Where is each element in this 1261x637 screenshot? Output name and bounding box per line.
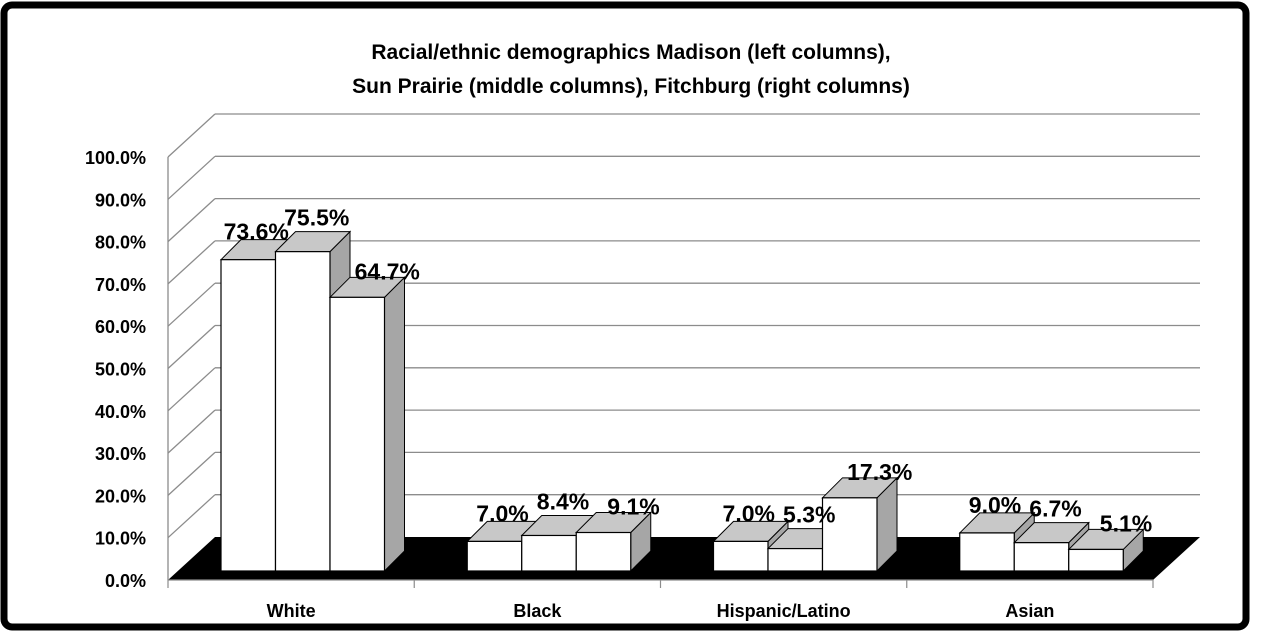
bar <box>328 276 406 573</box>
data-label: 5.3% <box>783 502 835 528</box>
bar-front-face <box>821 497 878 572</box>
chart-floor <box>168 537 1200 580</box>
data-label: 8.4% <box>537 488 589 514</box>
bar-front-face <box>274 251 331 572</box>
bar-front-face <box>329 296 386 572</box>
data-label: 7.0% <box>476 500 528 526</box>
gridline-diagonal <box>167 198 216 243</box>
bar-front-face <box>466 540 523 572</box>
bar-side-face <box>384 276 405 573</box>
data-label: 17.3% <box>847 459 912 485</box>
y-tick-label: 20.0% <box>95 486 146 506</box>
data-label: 7.0% <box>723 500 775 526</box>
gridline-diagonal <box>167 367 216 412</box>
gridline-diagonal <box>167 282 216 327</box>
gridline-diagonal <box>167 155 216 200</box>
gridline-diagonal <box>167 409 216 454</box>
bar-front-face <box>521 534 577 572</box>
y-tick-label: 100.0% <box>85 148 146 168</box>
gridline-diagonal <box>167 113 216 158</box>
y-tick-label: 50.0% <box>95 360 146 380</box>
gridline-diagonal <box>167 325 216 369</box>
data-label: 73.6% <box>224 219 289 245</box>
y-tick-label: 40.0% <box>95 402 146 422</box>
bar-front-face <box>959 532 1015 572</box>
y-tick-label: 90.0% <box>95 190 146 210</box>
chart-title-line: Racial/ethnic demographics Madison (left… <box>371 41 890 64</box>
x-category-label: White <box>267 601 316 621</box>
y-tick-label: 60.0% <box>95 317 146 337</box>
bar-front-face <box>712 540 769 572</box>
y-tick-label: 10.0% <box>95 529 146 549</box>
data-label: 6.7% <box>1029 496 1081 522</box>
bar-front-face <box>767 547 824 572</box>
bar <box>575 511 652 573</box>
gridline-diagonal <box>167 494 216 539</box>
y-tick-label: 0.0% <box>105 571 146 591</box>
x-category-label: Asian <box>1005 601 1054 621</box>
y-tick-label: 80.0% <box>95 233 146 253</box>
chart-title-line: Sun Prairie (middle columns), Fitchburg … <box>352 75 910 98</box>
bar-front-face <box>220 259 277 572</box>
x-category-label: Hispanic/Latino <box>717 601 851 621</box>
x-category-label: Black <box>513 601 562 621</box>
bar-front-face <box>575 531 632 572</box>
gridline-diagonal <box>167 451 216 496</box>
data-label: 9.0% <box>969 492 1021 518</box>
data-label: 5.1% <box>1100 510 1152 536</box>
bar <box>821 476 899 573</box>
gridline-diagonal <box>167 240 216 285</box>
bar <box>1067 528 1145 573</box>
y-tick-label: 70.0% <box>95 275 146 295</box>
y-tick-label: 30.0% <box>95 444 146 464</box>
bar-front-face <box>1013 542 1070 572</box>
data-label: 9.1% <box>607 494 659 520</box>
data-label: 75.5% <box>284 205 349 231</box>
data-label: 64.7% <box>355 258 420 284</box>
bar-front-face <box>1068 548 1124 572</box>
